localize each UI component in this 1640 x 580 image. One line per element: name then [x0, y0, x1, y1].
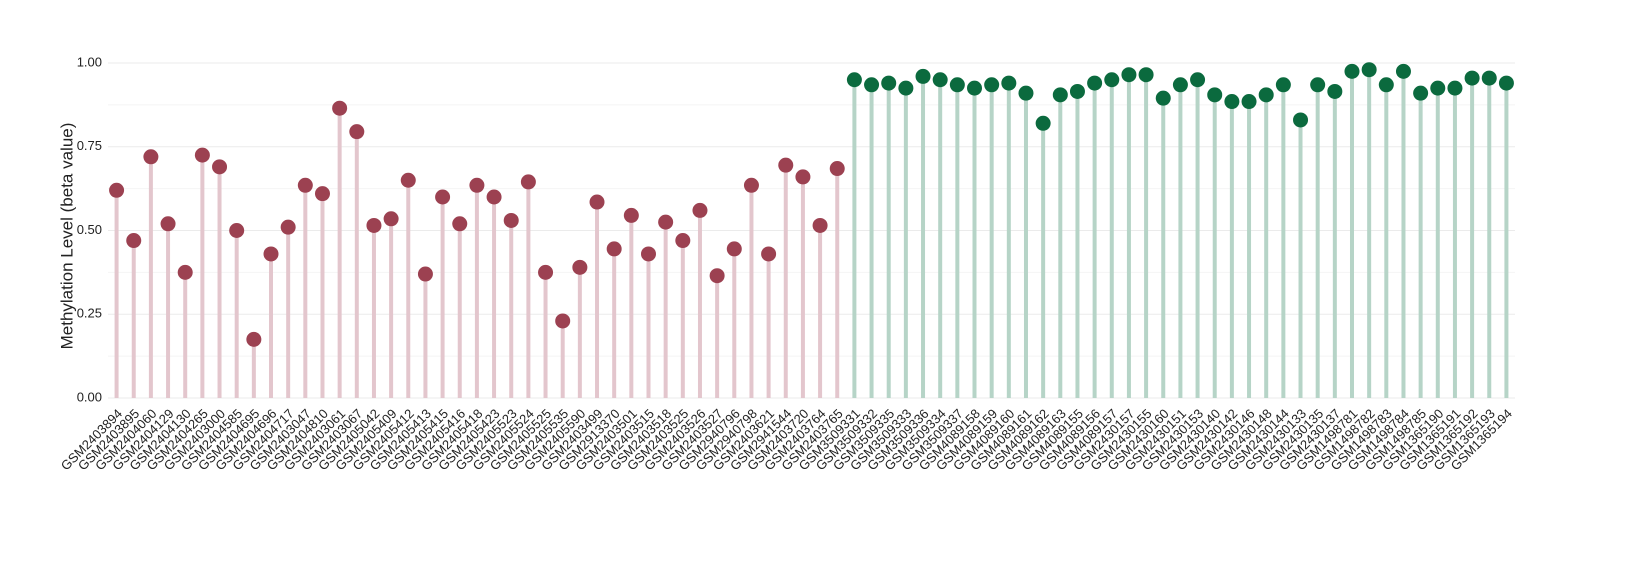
dot: [1310, 77, 1326, 93]
dot: [709, 268, 725, 284]
dot: [1498, 75, 1514, 91]
dot: [332, 100, 348, 116]
dot: [486, 189, 502, 205]
dot: [572, 259, 588, 275]
dot: [1293, 112, 1309, 128]
dot: [1275, 77, 1291, 93]
dot: [949, 77, 965, 93]
dot: [469, 177, 485, 193]
dot: [383, 211, 399, 227]
dot: [1258, 87, 1274, 103]
y-tick-label: 0.00: [77, 389, 102, 404]
dot: [864, 77, 880, 93]
dot: [812, 217, 828, 233]
dot: [1018, 85, 1034, 101]
dot: [623, 207, 639, 223]
dot: [229, 223, 245, 238]
y-tick-label: 0.50: [77, 222, 102, 237]
dot: [761, 246, 777, 262]
dot: [1001, 75, 1017, 91]
dot: [452, 216, 468, 232]
dot: [109, 182, 125, 198]
dot: [829, 161, 845, 177]
y-axis-label: Methylation Level (beta value): [57, 123, 76, 350]
dot: [658, 214, 674, 230]
dot: [1104, 72, 1120, 88]
dot: [503, 212, 519, 228]
dot: [743, 177, 759, 193]
dot: [1430, 80, 1446, 96]
dot: [881, 75, 897, 91]
dot: [1447, 80, 1463, 96]
dot: [194, 147, 210, 163]
dot: [555, 313, 571, 329]
dot: [1138, 67, 1154, 83]
dot: [1190, 72, 1206, 88]
dot: [589, 194, 605, 210]
dot: [1481, 70, 1497, 86]
dot: [1327, 83, 1343, 99]
dot: [1361, 62, 1377, 78]
dot: [967, 80, 983, 96]
dot: [984, 77, 1000, 93]
dot: [726, 241, 742, 257]
dot: [1069, 83, 1085, 99]
dot: [538, 264, 554, 280]
dot: [263, 246, 279, 262]
dot: [1464, 70, 1480, 86]
dot: [1378, 77, 1394, 93]
dot: [417, 266, 433, 282]
dot: [297, 177, 313, 193]
dot: [778, 157, 794, 173]
dot: [366, 217, 382, 233]
dot: [606, 241, 622, 257]
dot: [177, 264, 193, 280]
dot: [1207, 87, 1223, 103]
dot: [675, 233, 691, 249]
dot: [640, 246, 656, 262]
dot: [692, 202, 708, 218]
y-tick-label: 0.75: [77, 138, 102, 153]
dot: [1224, 94, 1240, 110]
dot: [435, 189, 451, 205]
dot: [1344, 63, 1360, 79]
dot: [1172, 77, 1188, 93]
dot: [1241, 94, 1257, 110]
dot: [795, 169, 811, 185]
dot: [400, 172, 416, 188]
dot: [280, 219, 296, 235]
y-tick-label: 1.00: [77, 54, 102, 69]
dot: [1155, 90, 1171, 106]
y-tick-label: 0.25: [77, 306, 102, 321]
dot: [246, 331, 262, 347]
dot: [212, 159, 228, 175]
dot: [314, 186, 330, 202]
dot: [126, 233, 142, 249]
dot: [915, 68, 931, 84]
dot: [1035, 115, 1051, 131]
dot: [932, 72, 948, 88]
dot: [1413, 85, 1429, 101]
dot: [1087, 75, 1103, 91]
dot: [520, 174, 536, 190]
dot: [1052, 87, 1068, 103]
dot: [898, 80, 914, 96]
dot: [846, 72, 862, 88]
dot: [349, 124, 365, 140]
dot: [160, 216, 176, 232]
dot: [1121, 67, 1137, 83]
dot: [1395, 63, 1411, 79]
dot: [143, 149, 159, 165]
